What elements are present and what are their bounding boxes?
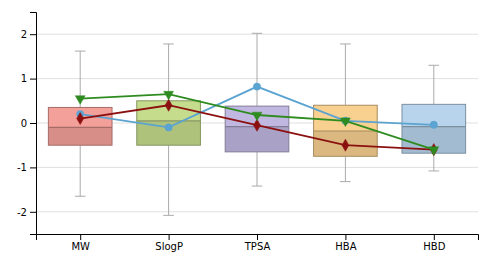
y-axis: -2 -1 0 1 2 [17,13,36,235]
box [402,65,466,171]
grid [36,34,478,212]
tick: MW [71,234,90,252]
marker [253,83,260,90]
whisker [433,65,434,104]
box-lower [48,127,112,145]
whisker-cap [252,33,263,34]
tick-label: -2 [17,207,27,218]
line-series [77,99,438,155]
whisker [168,145,169,215]
box-outline [48,107,112,145]
whisker [257,33,258,106]
tick-label: -1 [17,162,27,173]
tick-label: 2 [21,29,27,40]
axis-line [30,13,37,235]
tick: 1 [21,73,36,84]
whisker [345,156,346,181]
tick-label: 1 [21,73,27,84]
chart: -2 -1 0 1 2 MW SlogP TPSA HBA HBD [0,0,490,260]
tick: 0 [21,118,36,129]
tick: 2 [21,29,36,40]
line [80,105,434,149]
whisker-cap [163,215,174,216]
marker [342,139,349,151]
line-series [77,83,438,131]
whisker [80,145,81,196]
tick: SlogP [155,234,183,252]
tick-label: HBD [423,241,445,252]
whisker-cap [163,43,174,44]
line [80,94,434,150]
tick-label: 0 [21,118,27,129]
tick-mark [30,123,36,124]
marker [164,91,174,100]
tick-label: HBA [335,241,356,252]
axis-line [37,235,479,241]
grid-line [36,211,478,212]
tick-mark [80,234,81,240]
whisker-cap [252,186,263,187]
tick: TPSA [244,234,271,252]
line-series [75,91,438,155]
median [48,127,112,128]
whisker [345,44,346,105]
whisker-cap [75,51,86,52]
marker [77,113,84,125]
tick-mark [345,234,346,240]
tick: HBA [335,234,356,252]
whisker-cap [428,65,439,66]
box-outline [225,106,289,152]
marker [165,124,172,131]
whisker-cap [340,181,351,182]
marker [430,121,437,128]
tick: -1 [17,162,36,173]
marker [252,112,262,121]
tick: HBD [423,234,445,252]
median [137,120,201,121]
tick-mark [169,234,170,240]
tick-mark [30,212,36,213]
whisker-cap [75,196,86,197]
tick: -2 [17,207,36,218]
whisker-cap [428,170,439,171]
marker [75,96,85,105]
box-lower [314,131,378,156]
marker [340,118,350,127]
tick-mark [434,234,435,240]
marker [165,99,172,111]
marker [429,147,439,156]
whisker-cap [340,43,351,44]
tick-label: MW [71,241,90,252]
median [314,130,378,131]
box [48,51,112,196]
marks [48,33,465,215]
tick-mark [30,167,36,168]
whisker [257,152,258,186]
tick-mark [257,234,258,240]
tick-label: TPSA [244,241,271,252]
plot: -2 -1 0 1 2 MW SlogP TPSA HBA HBD [17,13,478,253]
x-axis: MW SlogP TPSA HBA HBD [37,234,479,252]
tick-mark [30,79,36,80]
tick-mark [30,34,36,35]
tick-label: SlogP [155,241,183,252]
box [137,44,201,215]
